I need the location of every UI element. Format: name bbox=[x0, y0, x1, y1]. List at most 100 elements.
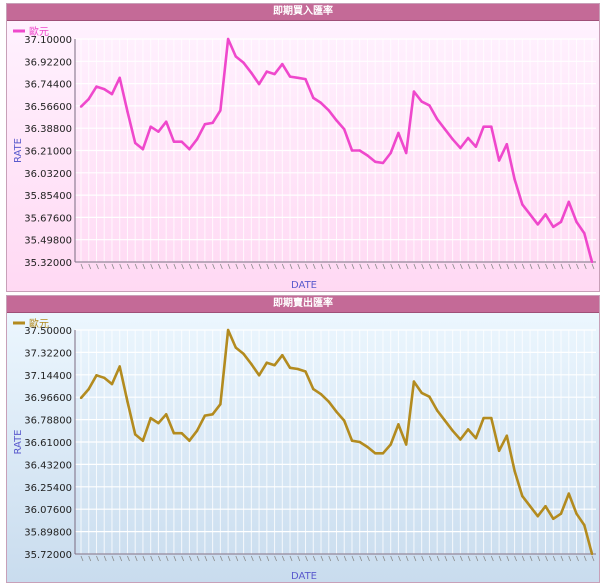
x-tick-mark bbox=[88, 263, 92, 270]
y-tick-label: 36.43200 bbox=[24, 460, 72, 471]
x-tick-mark bbox=[204, 263, 208, 270]
data-point bbox=[250, 71, 253, 75]
data-point bbox=[343, 128, 346, 131]
data-point bbox=[389, 443, 392, 446]
data-point bbox=[528, 504, 532, 508]
x-tick-mark bbox=[436, 263, 440, 270]
data-point bbox=[374, 160, 377, 163]
data-point bbox=[180, 140, 183, 143]
data-point bbox=[265, 361, 269, 364]
data-point bbox=[567, 200, 570, 204]
x-tick-mark bbox=[359, 263, 363, 270]
y-tick-label: 36.96600 bbox=[24, 393, 72, 404]
data-point bbox=[552, 225, 555, 229]
x-tick-mark bbox=[320, 555, 324, 562]
x-tick-mark bbox=[336, 263, 339, 270]
data-point bbox=[126, 400, 129, 403]
y-tick-label: 36.03200 bbox=[24, 169, 72, 180]
x-tick-mark bbox=[521, 555, 525, 562]
x-tick-mark bbox=[328, 263, 332, 270]
x-tick-mark bbox=[243, 263, 246, 270]
x-tick-mark bbox=[312, 555, 316, 562]
data-point bbox=[381, 452, 385, 455]
data-point bbox=[374, 452, 377, 455]
x-tick-mark bbox=[552, 263, 556, 270]
y-tick-label: 36.56600 bbox=[24, 102, 72, 113]
x-tick-mark bbox=[374, 555, 378, 562]
x-tick-mark bbox=[367, 263, 370, 270]
data-point bbox=[420, 100, 423, 103]
data-point bbox=[242, 352, 245, 356]
data-point bbox=[559, 512, 563, 515]
data-point bbox=[366, 154, 369, 157]
data-point bbox=[172, 140, 176, 143]
x-tick-mark bbox=[165, 555, 169, 562]
x-tick-mark bbox=[444, 263, 448, 270]
data-point bbox=[536, 223, 540, 226]
data-point bbox=[490, 416, 493, 420]
buy-rate-chart-panel: 即期買入匯率 37.10000 36.92200 36.74400 36.56600 3… bbox=[6, 3, 600, 292]
x-tick-mark bbox=[142, 263, 146, 270]
data-point bbox=[358, 149, 361, 152]
data-point bbox=[435, 117, 439, 121]
y-tick-label: 36.07600 bbox=[24, 505, 72, 516]
data-point bbox=[575, 512, 578, 515]
x-tick-mark bbox=[274, 555, 277, 562]
y-tick-label: 37.14400 bbox=[24, 371, 72, 382]
x-tick-mark bbox=[204, 555, 208, 562]
data-point bbox=[583, 231, 586, 235]
x-tick-mark bbox=[189, 555, 192, 562]
data-point bbox=[126, 110, 129, 113]
x-tick-mark bbox=[490, 555, 494, 562]
data-point bbox=[443, 128, 447, 131]
legend-label: 歐元 bbox=[29, 25, 49, 38]
x-tick-mark bbox=[560, 555, 564, 562]
data-point bbox=[397, 131, 400, 135]
data-point bbox=[211, 121, 214, 125]
x-tick-mark bbox=[552, 555, 556, 562]
data-point bbox=[567, 492, 570, 495]
data-point bbox=[482, 125, 485, 128]
x-tick-mark bbox=[250, 555, 254, 562]
data-point bbox=[389, 151, 392, 155]
data-point bbox=[133, 141, 137, 145]
data-point bbox=[257, 82, 261, 86]
data-point bbox=[435, 409, 439, 412]
data-point bbox=[281, 62, 284, 66]
data-point bbox=[141, 148, 145, 151]
x-tick-mark bbox=[421, 263, 425, 270]
data-point bbox=[133, 433, 137, 436]
x-tick-mark bbox=[181, 555, 185, 562]
x-tick-mark bbox=[390, 263, 394, 270]
sell-rate-chart-title: 即期賣出匯率 bbox=[7, 296, 599, 313]
x-tick-mark bbox=[483, 263, 486, 270]
data-point bbox=[95, 85, 98, 88]
data-point bbox=[428, 395, 431, 398]
x-tick-mark bbox=[467, 555, 471, 562]
data-point bbox=[296, 76, 299, 80]
x-tick-mark bbox=[312, 263, 316, 270]
y-tick-label: 36.92200 bbox=[24, 57, 72, 68]
data-point bbox=[466, 136, 470, 140]
data-point bbox=[459, 146, 462, 150]
x-tick-mark bbox=[80, 263, 84, 270]
y-tick-label: 36.61000 bbox=[24, 438, 72, 449]
data-point bbox=[118, 76, 121, 80]
data-point bbox=[87, 97, 90, 101]
data-point bbox=[474, 437, 478, 440]
data-point bbox=[110, 92, 114, 96]
x-tick-mark bbox=[560, 263, 564, 270]
data-point bbox=[590, 552, 594, 556]
data-point bbox=[335, 119, 338, 122]
x-tick-mark bbox=[320, 263, 324, 270]
x-tick-mark bbox=[127, 263, 130, 270]
x-tick-mark bbox=[127, 555, 130, 562]
data-point bbox=[366, 445, 369, 449]
x-tick-mark bbox=[173, 555, 177, 562]
data-point bbox=[327, 109, 330, 112]
data-point bbox=[350, 149, 354, 152]
y-tick-label: 35.89800 bbox=[24, 528, 72, 539]
data-point bbox=[257, 374, 261, 377]
data-point bbox=[172, 431, 176, 435]
x-tick-mark bbox=[545, 555, 548, 562]
